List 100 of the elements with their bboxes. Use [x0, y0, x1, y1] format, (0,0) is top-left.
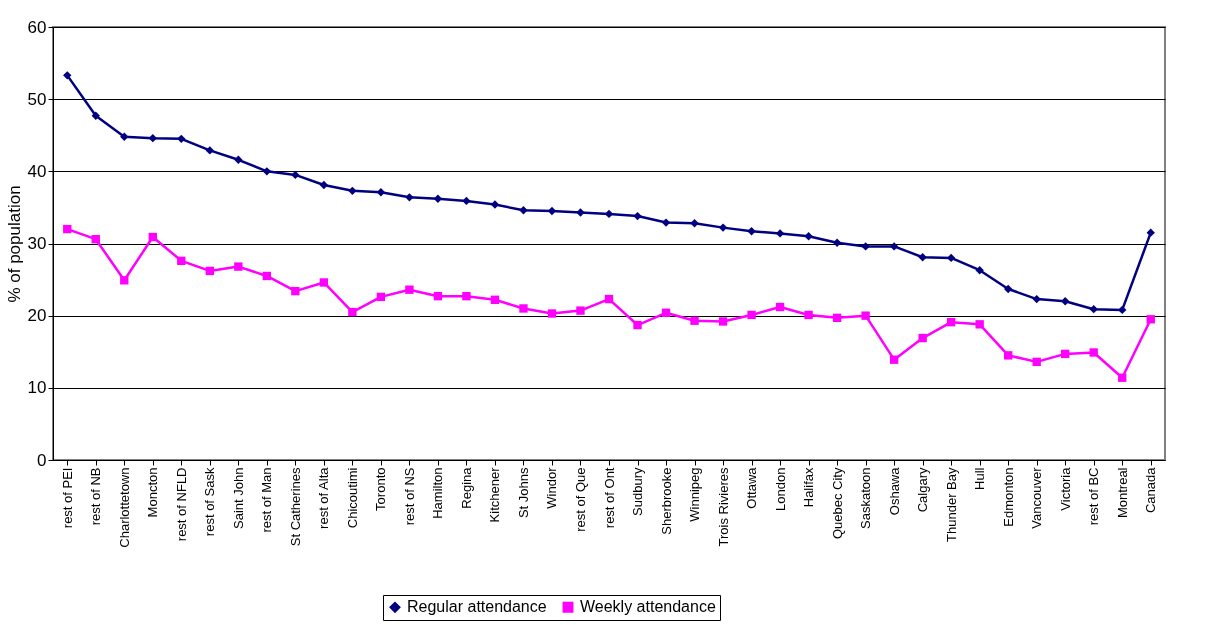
point [120, 276, 129, 285]
x-tick-label: Charlottetown [116, 467, 132, 548]
point [291, 170, 300, 180]
x-tick-label: Vancouver [1029, 466, 1045, 529]
x-tick-label: Halifax [801, 467, 817, 508]
point [519, 206, 528, 215]
x-tick-label: Winnipeg [687, 467, 703, 522]
point [889, 355, 899, 364]
y-tick-label: 0 [37, 450, 47, 470]
point [490, 200, 500, 209]
point [91, 234, 100, 244]
point [861, 242, 870, 251]
y-tick-label: 10 [27, 378, 47, 398]
x-tick-label: Chicoutimi [344, 467, 360, 529]
x-tick-label: rest of Ont [601, 467, 617, 529]
y-axis-title: % of population [4, 185, 24, 303]
x-tick-label: Trois Rivieres [715, 467, 731, 547]
point [889, 242, 899, 251]
x-tick-label: Thunder Bay [943, 467, 959, 542]
point [690, 316, 699, 325]
point [918, 253, 927, 262]
point [376, 292, 386, 302]
point [234, 262, 243, 271]
point [205, 266, 214, 276]
point [547, 309, 557, 318]
point [690, 219, 699, 228]
point [1089, 348, 1098, 357]
y-tick-label: 20 [27, 306, 47, 326]
point [975, 266, 984, 275]
x-tick-label: Edmonton [1000, 467, 1016, 527]
point [433, 194, 443, 203]
x-tick-label: rest of Que [572, 467, 588, 532]
point [262, 271, 272, 281]
x-tick-label: Saskatoon [858, 467, 874, 529]
point [120, 132, 129, 141]
point [775, 229, 785, 238]
x-tick-label: Kitchener [487, 466, 503, 523]
point [405, 285, 414, 294]
point [975, 320, 984, 329]
point [832, 313, 842, 323]
point [63, 224, 72, 234]
point [832, 238, 842, 247]
point [148, 232, 157, 242]
point [462, 196, 471, 206]
x-tick-label: Ottawa [744, 466, 760, 509]
x-tick-label: Hull [972, 467, 988, 490]
point [1118, 305, 1127, 315]
x-tick-label: Victoria [1057, 466, 1073, 511]
point [291, 286, 300, 296]
x-tick-label: Toronto [373, 467, 389, 511]
legend-label: Weekly attendance [580, 598, 716, 616]
x-tick-label: Regina [458, 466, 474, 509]
x-tick-label: St Catherines [287, 467, 303, 547]
point [1089, 304, 1098, 314]
x-tick-label: Moncton [145, 467, 161, 518]
point [490, 295, 500, 304]
point [775, 302, 785, 312]
point [576, 306, 585, 315]
x-tick-label: rest of BC [1086, 467, 1102, 526]
point [262, 167, 272, 176]
x-tick-label: rest of Sask [202, 467, 218, 537]
x-tick-label: Windor [544, 466, 560, 509]
point [633, 320, 642, 330]
point [718, 223, 728, 232]
x-tick-label: rest of NB [88, 467, 104, 526]
x-tick-label: rest of Alta [316, 466, 332, 529]
point [1032, 294, 1041, 304]
x-tick-label: Saint John [230, 467, 246, 529]
y-tick-label: 40 [27, 161, 47, 181]
point [604, 294, 614, 304]
point [1004, 351, 1013, 360]
point [433, 292, 443, 301]
x-tick-label: Calgary [915, 467, 931, 513]
point [576, 208, 585, 217]
point [177, 256, 186, 265]
y-tick-label: 30 [27, 234, 47, 253]
point [1118, 373, 1127, 382]
y-tick-label: 60 [27, 17, 47, 37]
point [1146, 228, 1155, 237]
x-tick-label: St Johns [515, 467, 531, 519]
x-tick-label: rest of PEI [59, 467, 75, 529]
x-tick-label: London [772, 467, 788, 511]
point [234, 155, 243, 164]
point [804, 232, 813, 241]
point [946, 317, 956, 327]
point [918, 333, 927, 343]
point [661, 308, 671, 317]
x-tick-label: rest of NFLD [173, 467, 189, 542]
point [177, 134, 186, 144]
point [747, 310, 756, 320]
x-tick-label: Montreal [1114, 467, 1130, 519]
x-tick-label: rest of Man [259, 467, 275, 533]
point [348, 186, 357, 195]
legend-label: Regular attendance [407, 598, 547, 616]
x-tick-label: rest of NS [401, 467, 417, 526]
point [747, 227, 756, 236]
point [405, 193, 414, 202]
point [633, 211, 642, 221]
point [861, 311, 870, 320]
point [519, 304, 528, 313]
